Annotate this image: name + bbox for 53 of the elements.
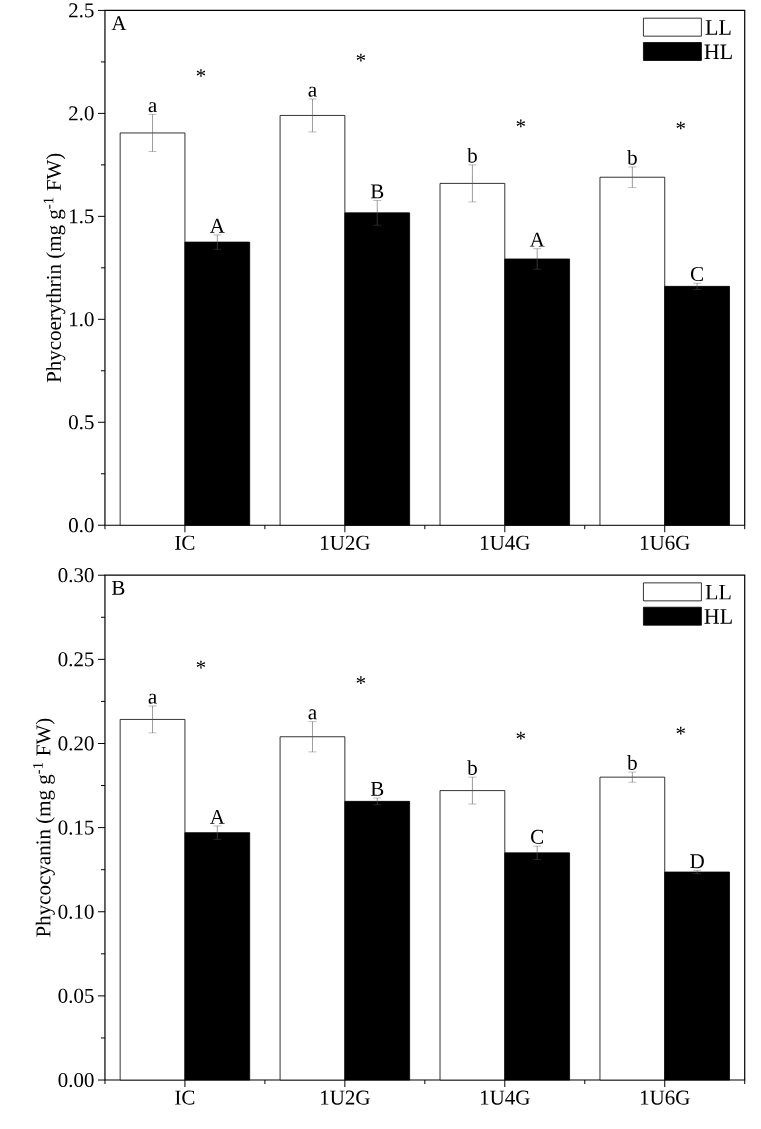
annotation: * xyxy=(356,53,366,62)
legend-label: HL xyxy=(704,44,732,59)
annotation: * xyxy=(196,660,206,669)
data-label: C xyxy=(531,829,544,844)
chart-title: A xyxy=(111,16,127,31)
y-tick-label: 2.5 xyxy=(69,3,94,18)
data-label: A xyxy=(210,218,225,233)
annotation: * xyxy=(676,121,686,130)
data-label: a xyxy=(148,693,158,704)
x-tick-label: IC xyxy=(175,1090,195,1105)
y-axis-title: Phycocyanin (mg g$^{-1}$ FW) xyxy=(33,718,55,937)
y-tick-label: 0.0 xyxy=(69,518,94,533)
annotation: * xyxy=(196,69,206,77)
data-label: B xyxy=(371,184,384,199)
annotation: * xyxy=(516,731,526,740)
y-tick-label: 0.15 xyxy=(58,820,94,835)
y-axis-title: Phycoerythrin (mg g$^{-1}$ FW) xyxy=(43,153,66,383)
data-label: C xyxy=(691,266,704,282)
annotation: * xyxy=(516,119,526,128)
legend-label: LL xyxy=(705,584,731,600)
annotation: * xyxy=(676,726,686,735)
x-tick-label: 1U6G xyxy=(641,535,690,550)
legend-label: LL xyxy=(705,20,731,35)
y-tick-label: 1.5 xyxy=(70,209,94,224)
y-tick-label: 0.30 xyxy=(58,568,94,583)
data-label: B xyxy=(371,782,384,796)
y-tick-label: 1.0 xyxy=(70,312,94,327)
data-label: a xyxy=(148,102,158,113)
legend-label: HL xyxy=(704,609,732,624)
y-tick-label: 0.10 xyxy=(58,904,94,919)
data-label: b xyxy=(467,147,478,163)
x-tick-label: 1U2G xyxy=(321,535,370,550)
y-tick-label: 2.0 xyxy=(69,106,94,121)
x-tick-label: 1U4G xyxy=(481,535,530,550)
data-label: D xyxy=(690,854,704,869)
x-tick-label: IC xyxy=(175,535,195,550)
data-label: a xyxy=(308,709,317,720)
chart-title: B xyxy=(112,580,125,595)
y-tick-label: 0.20 xyxy=(58,736,94,751)
x-tick-label: 1U4G xyxy=(481,1090,530,1105)
y-tick-label: 0.05 xyxy=(58,988,94,1004)
data-label: A xyxy=(210,809,225,824)
y-tick-label: 0.25 xyxy=(58,652,94,667)
data-label: A xyxy=(529,232,545,247)
y-tick-label: 0.00 xyxy=(58,1072,94,1088)
data-label: a xyxy=(308,86,317,97)
data-label: b xyxy=(467,760,478,775)
data-label: b xyxy=(627,149,637,165)
x-tick-label: 1U6G xyxy=(641,1090,690,1105)
data-label: b xyxy=(627,755,637,770)
x-tick-label: 1U2G xyxy=(321,1090,370,1105)
y-tick-label: 0.5 xyxy=(69,415,94,430)
annotation: * xyxy=(356,676,366,685)
